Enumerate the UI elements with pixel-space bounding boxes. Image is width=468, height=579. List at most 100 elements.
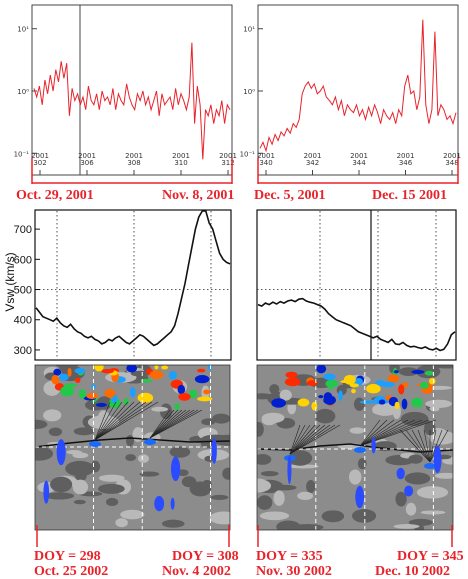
- active-region-blob: [285, 371, 298, 379]
- xtick-label: 348: [445, 159, 458, 167]
- xtick-label: 2001: [304, 152, 322, 160]
- polarity-blob: [257, 478, 272, 493]
- middle-right-frame: [256, 209, 457, 361]
- active-region-blob: [316, 365, 327, 374]
- bottom-right-map: [257, 365, 453, 530]
- active-region-blob: [95, 402, 107, 408]
- active-region-blob: [74, 367, 86, 374]
- xtick-label: 310: [174, 159, 187, 167]
- active-region-blob: [394, 401, 400, 410]
- active-region-blob: [366, 383, 381, 394]
- ytick-label: 500: [14, 285, 32, 297]
- field-line: [405, 429, 431, 463]
- polarity-blob: [98, 474, 125, 482]
- active-region-blob: [306, 380, 318, 387]
- field-line: [94, 401, 117, 441]
- field-line: [289, 424, 321, 455]
- polarity-blob: [404, 472, 431, 485]
- field-line: [289, 424, 326, 455]
- middle-left-yticks: 700 600 500 400 300: [14, 224, 40, 357]
- polarity-blob: [424, 420, 436, 436]
- top-left-start-label: Oct. 29, 2001: [16, 188, 94, 203]
- xtick-label: 344: [352, 159, 366, 167]
- active-region-blob: [387, 374, 400, 383]
- active-region-blob: [94, 365, 104, 372]
- active-region-blob: [101, 368, 114, 374]
- polarity-blob: [405, 502, 417, 516]
- polarity-blob: [393, 524, 420, 529]
- polarity-blob: [43, 409, 62, 422]
- middle-left-ylabel: Vsw (km/s): [3, 252, 17, 311]
- active-region-blob: [161, 365, 169, 370]
- coronal-hole-blob: [211, 437, 217, 464]
- xtick-label: 2001: [350, 152, 368, 160]
- field-line: [429, 429, 449, 463]
- polarity-blob: [177, 469, 189, 477]
- field-line: [149, 409, 179, 439]
- bottom-right-frame: [256, 364, 454, 531]
- bottom-right-end-doy: DOY = 345: [397, 549, 464, 564]
- polarity-blob: [84, 399, 106, 411]
- polarity-blob: [130, 370, 150, 377]
- polarity-blob: [87, 415, 120, 430]
- field-line: [149, 409, 199, 439]
- top-red-markers: [31, 158, 459, 184]
- xtick-label: 308: [127, 159, 140, 167]
- polarity-blob: [48, 427, 63, 437]
- polarity-blob: [433, 365, 453, 369]
- neutral-line: [35, 437, 230, 448]
- field-line: [289, 424, 331, 455]
- field-line: [94, 401, 123, 441]
- xtick-label: 2001: [397, 152, 415, 160]
- middle-left-grid: [35, 211, 231, 359]
- polarity-blob: [260, 471, 279, 477]
- neutral-line: [257, 443, 453, 453]
- polarity-blob: [55, 365, 79, 368]
- field-line: [94, 401, 135, 441]
- active-region-blob: [297, 398, 310, 407]
- field-line: [359, 419, 395, 447]
- ytick-label: 600: [14, 254, 32, 266]
- ytick-label: 10⁰: [17, 88, 29, 96]
- coronal-hole-blob: [287, 455, 292, 485]
- polarity-blob: [209, 511, 230, 525]
- polarity-blob: [351, 509, 377, 523]
- xtick-label: 302: [33, 159, 46, 167]
- field-line: [94, 401, 141, 441]
- polarity-blob: [105, 497, 119, 507]
- field-line: [149, 409, 175, 439]
- field-line: [417, 429, 431, 463]
- field-line: [359, 419, 381, 447]
- coronal-hole-blob: [433, 445, 442, 474]
- xtick-label: 342: [306, 159, 319, 167]
- polarity-blob: [321, 510, 345, 523]
- field-line: [359, 419, 409, 447]
- active-region-blob: [154, 365, 159, 370]
- field-line: [289, 424, 301, 455]
- polarity-blob: [161, 519, 185, 528]
- coronal-hole-blob: [43, 480, 50, 504]
- field-line: [94, 401, 129, 441]
- polarity-blob: [297, 491, 314, 501]
- active-region-blob: [393, 370, 399, 374]
- active-region-blob: [140, 378, 153, 383]
- active-region-blob: [429, 377, 436, 385]
- xtick-label: 2001: [31, 152, 49, 160]
- bottom-left-frame: [34, 364, 231, 531]
- polarity-blob: [287, 401, 297, 415]
- field-line: [429, 429, 437, 463]
- polarity-blob: [97, 483, 125, 494]
- xtick-label: 2001: [443, 152, 461, 160]
- polarity-blob: [204, 455, 215, 462]
- active-region-blob: [378, 399, 386, 405]
- polarity-blob: [314, 408, 336, 424]
- coronal-hole-blob: [404, 485, 414, 497]
- polarity-blob: [115, 518, 128, 528]
- active-region-blob: [194, 374, 210, 384]
- bottom-right-start-doy: DOY = 335: [256, 549, 323, 564]
- field-line: [359, 419, 388, 447]
- polarity-blob: [65, 460, 95, 477]
- ytick-label: 10⁰: [243, 88, 255, 96]
